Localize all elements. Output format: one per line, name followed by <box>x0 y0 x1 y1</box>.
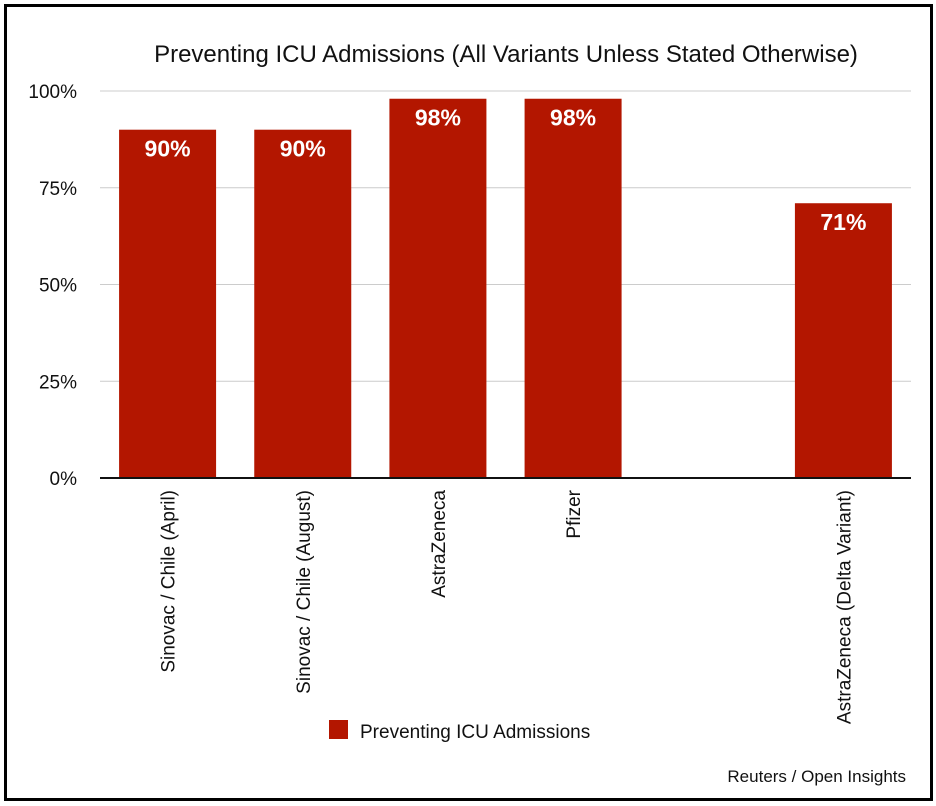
legend-swatch <box>329 720 348 739</box>
bar-value-label: 98% <box>415 105 461 131</box>
bar <box>119 129 217 478</box>
bar-value-label: 90% <box>145 136 191 162</box>
legend: Preventing ICU Admissions <box>329 720 590 743</box>
bar-value-labels: 90% 90% 98% 98% 71% <box>145 105 867 235</box>
chart-title: Preventing ICU Admissions (All Variants … <box>154 41 858 68</box>
source-note: Reuters / Open Insights <box>727 767 906 786</box>
x-category-label: AstraZeneca <box>429 490 450 598</box>
x-category-label: Sinovac / Chile (April) <box>159 490 180 673</box>
x-category-label: Pfizer <box>564 489 585 538</box>
y-tick-label: 75% <box>39 179 77 200</box>
y-tick-label: 100% <box>28 82 77 103</box>
x-axis-category-labels: Sinovac / Chile (April) Sinovac / Chile (… <box>159 489 856 724</box>
bar <box>794 203 892 479</box>
y-tick-label: 25% <box>39 372 77 393</box>
bar-value-label: 98% <box>550 105 596 131</box>
bar-value-label: 90% <box>280 136 326 162</box>
y-axis-ticks: 0% 25% 50% 75% 100% <box>28 82 77 490</box>
bar-value-label: 71% <box>820 209 866 235</box>
x-category-label: AstraZeneca (Delta Variant) <box>834 490 855 724</box>
x-category-label: Sinovac / Chile (August) <box>294 490 315 694</box>
gridlines <box>100 90 911 382</box>
legend-label: Preventing ICU Admissions <box>360 722 590 743</box>
bar <box>524 98 622 479</box>
y-tick-label: 50% <box>39 276 77 297</box>
bars <box>119 98 892 479</box>
y-tick-label: 0% <box>50 469 78 490</box>
bar <box>389 98 487 479</box>
bar <box>254 129 352 478</box>
